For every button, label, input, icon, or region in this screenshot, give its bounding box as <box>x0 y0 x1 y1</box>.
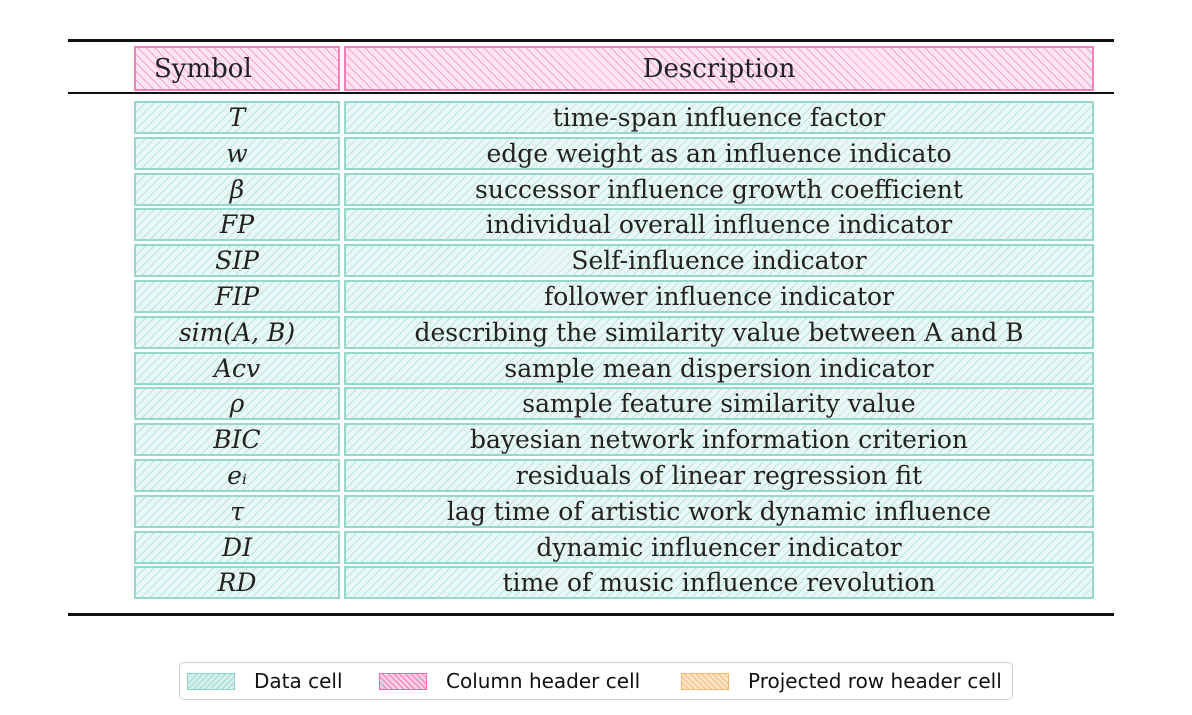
top-rule <box>68 39 1114 42</box>
header-rule <box>68 92 1114 94</box>
legend-item-column-header-cell: Column header cell <box>379 669 640 693</box>
table-cell-description: residuals of linear regression fit <box>344 459 1094 492</box>
column-header-symbol: Symbol <box>134 46 340 91</box>
projected-row-header-swatch-icon <box>681 672 729 690</box>
bottom-rule <box>68 613 1114 616</box>
table-cell-symbol: β <box>134 173 340 206</box>
column-header-swatch-icon <box>379 672 427 690</box>
table-cell-symbol: FP <box>134 208 340 241</box>
legend-label-column-header-cell: Column header cell <box>446 669 641 693</box>
table-cell-description: individual overall influence indicator <box>344 208 1094 241</box>
legend-item-data-cell: Data cell <box>187 669 343 693</box>
data-cell-swatch-icon <box>187 672 235 690</box>
table-cell-description: time of music influence revolution <box>344 566 1094 599</box>
table-cell-description: edge weight as an influence indicato <box>344 137 1094 170</box>
table-cell-description: sample mean dispersion indicator <box>344 352 1094 385</box>
table-cell-description: follower influence indicator <box>344 280 1094 313</box>
column-header-description: Description <box>344 46 1094 91</box>
table-cell-symbol: DI <box>134 531 340 564</box>
table-cell-symbol: SIP <box>134 244 340 277</box>
table-cell-symbol: T <box>134 101 340 134</box>
table-cell-description: Self-influence indicator <box>344 244 1094 277</box>
table-cell-symbol: sim(A, B) <box>134 316 340 349</box>
legend-item-projected-row-header-cell: Projected row header cell <box>681 669 1002 693</box>
legend-label-projected-row-header-cell: Projected row header cell <box>748 669 1002 693</box>
table-cell-description: lag time of artistic work dynamic influe… <box>344 495 1094 528</box>
table-cell-symbol: FIP <box>134 280 340 313</box>
table-cell-description: dynamic influencer indicator <box>344 531 1094 564</box>
table-cell-symbol: τ <box>134 495 340 528</box>
table-cell-symbol: eᵢ <box>134 459 340 492</box>
table-cell-description: successor influence growth coefficient <box>344 173 1094 206</box>
table-cell-description: sample feature similarity value <box>344 387 1094 420</box>
table-cell-description: time-span influence factor <box>344 101 1094 134</box>
table-cell-symbol: w <box>134 137 340 170</box>
table-cell-description: bayesian network information criterion <box>344 423 1094 456</box>
legend: Data cell Column header cell Projected r… <box>179 662 1013 700</box>
table-cell-symbol: ρ <box>134 387 340 420</box>
table-cell-symbol: RD <box>134 566 340 599</box>
table-cell-symbol: BIC <box>134 423 340 456</box>
legend-label-data-cell: Data cell <box>254 669 343 693</box>
table-cell-description: describing the similarity value between … <box>344 316 1094 349</box>
table-cell-symbol: Acv <box>134 352 340 385</box>
